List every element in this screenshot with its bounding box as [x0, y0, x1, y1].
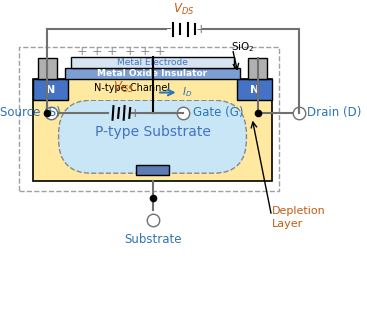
Bar — [19, 47, 279, 191]
Bar — [65, 68, 240, 79]
FancyBboxPatch shape — [59, 100, 247, 173]
Bar — [38, 57, 57, 79]
Text: +: + — [77, 45, 87, 58]
Text: Depletion: Depletion — [272, 206, 325, 216]
Text: Source (S): Source (S) — [0, 107, 61, 119]
Text: −: − — [162, 23, 172, 36]
Text: +: + — [155, 45, 165, 58]
Text: P-type Substrate: P-type Substrate — [95, 125, 210, 139]
Bar — [33, 79, 68, 100]
Text: +: + — [196, 23, 206, 36]
Text: N: N — [46, 85, 55, 95]
Bar — [33, 79, 272, 181]
Text: Layer: Layer — [272, 219, 303, 229]
Text: −: − — [100, 108, 110, 120]
Bar — [68, 79, 237, 100]
Text: +: + — [140, 45, 150, 58]
Text: +: + — [106, 45, 117, 58]
Text: Gate (G): Gate (G) — [193, 107, 243, 119]
Text: N-type Channel: N-type Channel — [94, 83, 170, 93]
Text: +: + — [125, 45, 135, 58]
Text: $V_{GS}$: $V_{GS}$ — [113, 80, 134, 95]
Text: N: N — [250, 85, 259, 95]
Bar — [248, 57, 267, 79]
Bar — [136, 166, 169, 175]
Text: $V_{DS}$: $V_{DS}$ — [174, 2, 195, 17]
Bar — [71, 56, 235, 68]
Text: +: + — [130, 108, 140, 120]
Text: Metal Electrode: Metal Electrode — [117, 58, 188, 67]
Text: Metal Oxide Insulator: Metal Oxide Insulator — [98, 69, 208, 78]
Text: Substrate: Substrate — [124, 234, 181, 247]
Text: Drain (D): Drain (D) — [307, 107, 361, 119]
Text: SiO$_2$: SiO$_2$ — [230, 40, 254, 54]
Text: +: + — [91, 45, 102, 58]
Bar — [237, 79, 272, 100]
Text: $I_D$: $I_D$ — [182, 85, 193, 100]
